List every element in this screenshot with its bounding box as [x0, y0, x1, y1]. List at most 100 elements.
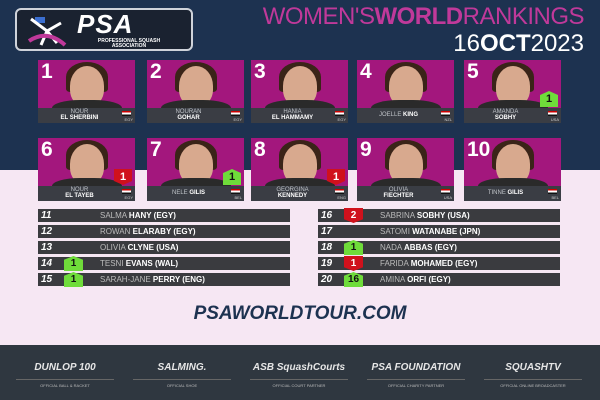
country-flag-icon — [122, 111, 131, 116]
ranking-row: 16 2 SABRINA SOBHY (USA) — [318, 208, 560, 223]
rank-number: 9 — [360, 138, 372, 161]
rank-number: 8 — [254, 138, 266, 161]
rank-number: 19 — [321, 258, 333, 269]
sponsor-name: DUNLOP 100 — [34, 362, 96, 373]
player-name: NOURAN GOHAR — [151, 109, 226, 121]
country-code: EGY — [337, 117, 346, 122]
country-flag-icon — [122, 189, 131, 194]
country-code: NZL — [444, 117, 452, 122]
player-name: NOUR EL SHERBINI — [42, 109, 117, 121]
country-flag-icon — [231, 111, 240, 116]
ranking-row: 12 ROWAN ELARABY (EGY) — [38, 225, 290, 238]
player-name: SALMA HANY (EGY) — [100, 211, 176, 220]
player-name: JOELLE KING — [378, 112, 419, 118]
country-code: BEL — [234, 195, 242, 200]
player-card: 7 1 NELE GILIS BEL — [147, 138, 244, 201]
player-last-name: GOHAR — [177, 115, 200, 121]
country-flag-icon — [335, 189, 344, 194]
player-name: SATOMI WATANABE (JPN) — [380, 227, 481, 236]
player-last-name: KENNEDY — [277, 193, 308, 199]
player-name: NOUR EL TAYEB — [42, 187, 117, 199]
logo-mark: PSA — [77, 9, 134, 39]
rank-number: 2 — [150, 60, 162, 83]
name-bar: HANIA EL HAMMAMY EGY — [251, 108, 348, 123]
sponsor-label: OFFICIAL BALL & RACKET — [16, 379, 114, 388]
rank-up-badge: 1 — [540, 91, 558, 107]
rank-up-badge: 1 — [64, 272, 83, 287]
country-flag-icon — [441, 189, 450, 194]
player-face — [389, 66, 423, 106]
rank-number: 7 — [150, 138, 162, 161]
website-link[interactable]: PSAWORLDTOUR.COM — [193, 303, 407, 324]
player-name: SARAH-JANE PERRY (ENG) — [100, 275, 205, 284]
country-code: EGY — [233, 117, 242, 122]
player-name: ROWAN ELARABY (EGY) — [100, 227, 196, 236]
player-first-name: NOURAN — [175, 109, 202, 115]
rankings-date: 16OCT2023 — [453, 30, 584, 57]
player-last-name: EL SHERBINI — [60, 115, 99, 121]
player-card: 1 NOUR EL SHERBINI EGY — [38, 60, 135, 123]
name-bar: AMANDA SOBHY USA — [464, 108, 561, 123]
player-name: TINNE GILIS — [487, 190, 524, 196]
player-card: 8 1 GEORGINA KENNEDY ENG — [251, 138, 348, 201]
player-first-name: AMANDA — [492, 109, 519, 115]
player-first-name: NOUR — [70, 109, 89, 115]
player-name: AMANDA SOBHY — [468, 109, 543, 121]
name-bar: NOUR EL SHERBINI EGY — [38, 108, 135, 123]
ranking-row: 18 1 NADA ABBAS (EGY) — [318, 240, 560, 255]
player-face — [179, 66, 213, 106]
rank-number: 17 — [321, 226, 333, 237]
ranking-row: 13 OLIVIA CLYNE (USA) — [38, 241, 290, 254]
rank-number: 20 — [321, 274, 333, 285]
player-last-name: SOBHY — [494, 115, 517, 121]
player-face — [283, 66, 317, 106]
name-bar: NELE GILIS BEL — [147, 186, 244, 201]
psa-logo: PSA PROFESSIONAL SQUASH ASSOCIATION — [15, 8, 193, 51]
rank-number: 3 — [254, 60, 266, 83]
player-last-name: EL HAMMAMY — [271, 115, 314, 121]
ranking-row: 20 16 AMINA ORFI (EGY) — [318, 272, 560, 287]
page-title: WOMEN'SWORLDRANKINGS — [262, 3, 585, 30]
rank-number: 6 — [41, 138, 53, 161]
rank-number: 18 — [321, 242, 333, 253]
player-name: GEORGINA KENNEDY — [255, 187, 330, 199]
player-card: 5 1 AMANDA SOBHY USA — [464, 60, 561, 123]
rank-number: 10 — [467, 138, 491, 161]
player-card: 10 TINNE GILIS BEL — [464, 138, 561, 201]
rank-number: 14 — [41, 258, 53, 269]
rank-up-badge: 16 — [344, 272, 363, 287]
player-name: FARIDA MOHAMED (EGY) — [380, 259, 478, 268]
country-flag-icon — [335, 111, 344, 116]
rank-number: 13 — [41, 242, 53, 253]
player-last-name: EL TAYEB — [65, 193, 94, 199]
country-code: EGY — [124, 117, 133, 122]
sponsor-logo: ASB SquashCourts OFFICIAL COURT PARTNER — [244, 361, 354, 388]
player-name: NELE GILIS — [171, 190, 206, 196]
ranking-row: 15 1 SARAH-JANE PERRY (ENG) — [38, 272, 290, 287]
logo-subtitle: PROFESSIONAL SQUASH ASSOCIATION — [97, 38, 161, 49]
player-card: 2 NOURAN GOHAR EGY — [147, 60, 244, 123]
player-name: HANIA EL HAMMAMY — [255, 109, 330, 121]
squash-player-icon — [27, 17, 67, 47]
sponsor-logo: SALMING. OFFICIAL SHOE — [127, 361, 237, 388]
name-bar: NOURAN GOHAR EGY — [147, 108, 244, 123]
player-name: NADA ABBAS (EGY) — [380, 243, 457, 252]
player-face — [70, 66, 104, 106]
rank-down-badge: 1 — [344, 256, 363, 271]
sponsor-name: SALMING. — [157, 362, 207, 373]
player-first-name: GEORGINA — [276, 187, 309, 193]
player-face — [389, 144, 423, 184]
sponsor-logo: SQUASHTV OFFICIAL ONLINE BROADCASTER — [478, 361, 588, 388]
player-name: SABRINA SOBHY (USA) — [380, 211, 470, 220]
name-bar: OLIVIA FIECHTER USA — [357, 186, 454, 201]
name-bar: GEORGINA KENNEDY ENG — [251, 186, 348, 201]
sponsor-label: OFFICIAL CHARITY PARTNER — [367, 379, 465, 388]
rank-number: 12 — [41, 226, 53, 237]
country-code: USA — [443, 195, 452, 200]
player-card: 6 1 NOUR EL TAYEB EGY — [38, 138, 135, 201]
rank-number: 1 — [41, 60, 53, 83]
country-code: USA — [550, 117, 559, 122]
rank-down-badge: 1 — [327, 169, 345, 185]
rank-down-badge: 2 — [344, 208, 363, 223]
sponsor-logo: DUNLOP 100 OFFICIAL BALL & RACKET — [10, 361, 120, 388]
